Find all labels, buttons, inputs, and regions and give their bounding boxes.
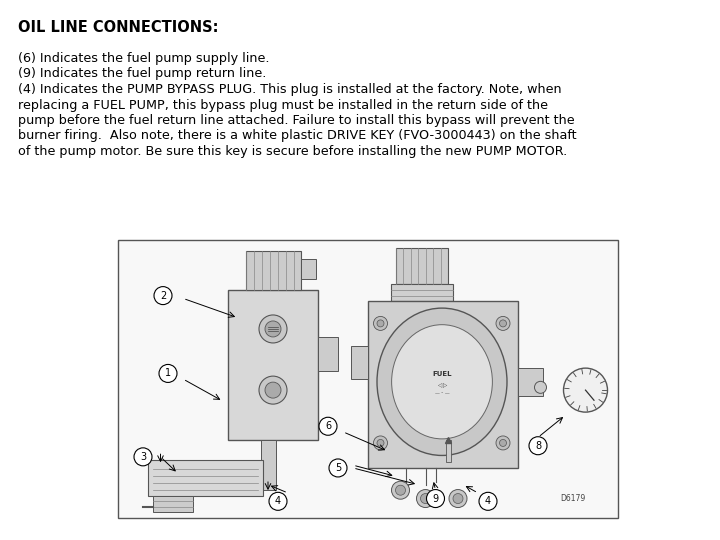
Text: of the pump motor. Be sure this key is secure before installing the new PUMP MOT: of the pump motor. Be sure this key is s… <box>18 145 567 158</box>
Text: D6179: D6179 <box>560 494 585 503</box>
Circle shape <box>449 490 467 508</box>
Circle shape <box>496 436 510 450</box>
Circle shape <box>259 376 287 404</box>
Circle shape <box>319 417 337 435</box>
Bar <box>246 251 300 290</box>
Bar <box>446 440 451 462</box>
Bar <box>395 248 448 285</box>
Circle shape <box>265 382 281 398</box>
Circle shape <box>420 494 431 503</box>
Circle shape <box>154 287 172 305</box>
Circle shape <box>374 316 387 330</box>
Circle shape <box>496 316 510 330</box>
Text: FUEL: FUEL <box>432 371 451 377</box>
Text: 4: 4 <box>485 496 491 507</box>
Circle shape <box>500 440 506 447</box>
Circle shape <box>329 459 347 477</box>
Text: 1: 1 <box>165 368 171 379</box>
Bar <box>368 301 518 468</box>
Text: — ᵒ —: — ᵒ — <box>435 392 449 396</box>
Text: ◁ ▷: ◁ ▷ <box>437 383 447 388</box>
Text: (4) Indicates the PUMP BYPASS PLUG. This plug is installed at the factory. Note,: (4) Indicates the PUMP BYPASS PLUG. This… <box>18 83 562 96</box>
Circle shape <box>159 364 177 382</box>
Circle shape <box>377 440 384 447</box>
Text: (9) Indicates the fuel pump return line.: (9) Indicates the fuel pump return line. <box>18 68 266 80</box>
Text: 9: 9 <box>433 494 438 503</box>
Bar <box>228 290 318 440</box>
Circle shape <box>374 436 387 450</box>
Text: burner firing.  Also note, there is a white plastic DRIVE KEY (FVO-3000443) on t: burner firing. Also note, there is a whi… <box>18 130 577 143</box>
Bar <box>390 285 453 301</box>
Bar <box>300 259 315 279</box>
Circle shape <box>395 485 405 495</box>
Text: 8: 8 <box>535 441 541 451</box>
Circle shape <box>259 315 287 343</box>
Circle shape <box>265 321 281 337</box>
Text: pump before the fuel return line attached. Failure to install this bypass will p: pump before the fuel return line attache… <box>18 114 575 127</box>
Bar <box>261 440 276 490</box>
Circle shape <box>534 381 546 393</box>
Bar <box>118 240 618 518</box>
Circle shape <box>500 320 506 327</box>
Circle shape <box>426 490 444 508</box>
Circle shape <box>134 448 152 466</box>
Circle shape <box>392 481 410 499</box>
Ellipse shape <box>392 325 492 439</box>
Text: 3: 3 <box>140 452 146 462</box>
Text: 2: 2 <box>160 291 166 301</box>
Text: OIL LINE CONNECTIONS:: OIL LINE CONNECTIONS: <box>18 20 218 35</box>
Text: replacing a FUEL PUMP, this bypass plug must be installed in the return side of : replacing a FUEL PUMP, this bypass plug … <box>18 98 548 111</box>
Circle shape <box>529 437 547 455</box>
Bar <box>153 496 193 512</box>
Ellipse shape <box>377 308 507 455</box>
Circle shape <box>479 492 497 510</box>
Circle shape <box>453 494 463 503</box>
Text: (6) Indicates the fuel pump supply line.: (6) Indicates the fuel pump supply line. <box>18 52 269 65</box>
Bar <box>351 346 368 379</box>
Circle shape <box>269 492 287 510</box>
Circle shape <box>416 490 434 508</box>
Bar <box>148 460 263 496</box>
Text: 5: 5 <box>335 463 341 473</box>
Circle shape <box>377 320 384 327</box>
Text: 4: 4 <box>275 496 281 507</box>
Text: 6: 6 <box>325 421 331 431</box>
Bar <box>318 338 338 370</box>
Bar <box>518 368 543 396</box>
Circle shape <box>564 368 608 412</box>
